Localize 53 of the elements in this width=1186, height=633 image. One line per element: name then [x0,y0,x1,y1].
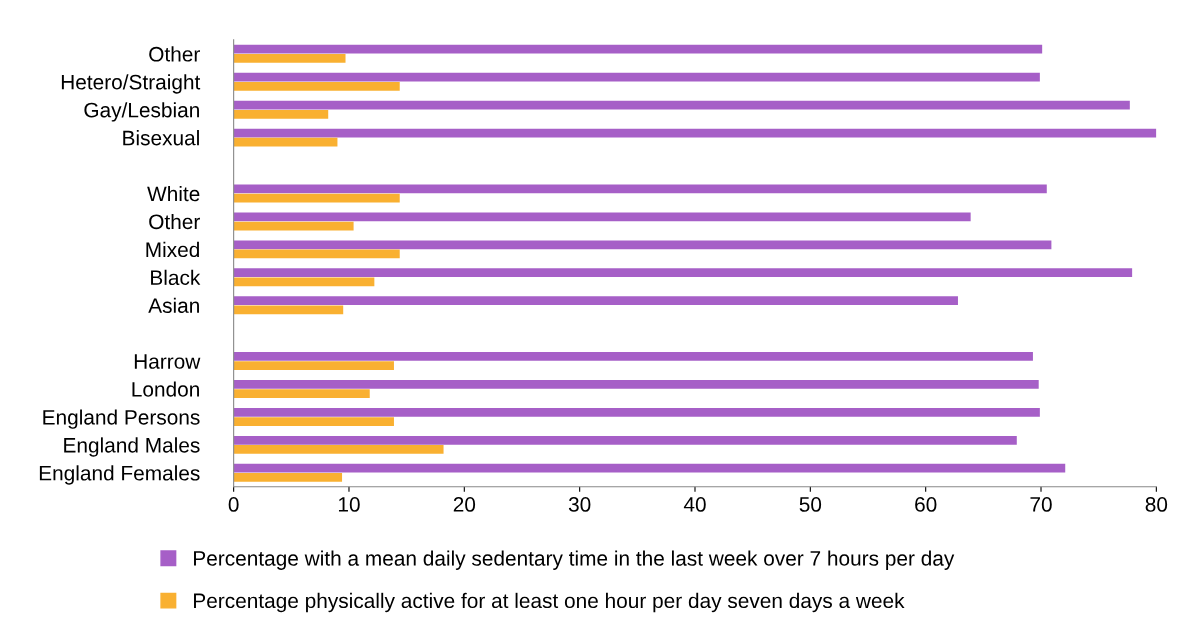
y-tick-label: Mixed [146,241,199,258]
bar [233,463,1066,473]
bar [233,296,958,305]
x-tick-label: 40 [683,497,706,512]
y-tick-label: Asian [148,297,199,313]
y-tick-label: England Males [64,437,200,457]
y-tick-label: England Females [39,465,200,485]
y-tick-label: Other [149,46,200,62]
y-tick-label: Gay/Lesbian [84,102,199,122]
bar [233,221,354,231]
bar [233,435,1017,445]
y-tick-label: London [132,381,199,397]
y-tick-label: Other [149,213,200,230]
legend-label: Percentage with a mean daily sedentary time in the last week over 7 hours per day [194,550,955,570]
x-tick-label: 60 [915,497,937,512]
x-tick-label: 20 [453,497,476,512]
bar [233,137,338,147]
bar [233,445,444,454]
bar [233,417,394,426]
x-tick-label: 10 [338,497,360,512]
bar [233,128,1157,138]
x-tick-label: 30 [568,497,591,512]
bar [233,100,1130,110]
bar [233,109,329,119]
bar [233,389,370,398]
y-tick-label: Bisexual [123,130,199,146]
bar [233,352,1033,361]
y-tick-label: Harrow [134,354,201,369]
bar [233,72,1040,82]
y-tick-label: White [147,185,200,202]
bar [233,473,343,482]
x-tick-label: 80 [1145,497,1168,512]
x-tick-label: 50 [799,497,822,512]
bar [233,240,1052,250]
bar [233,305,344,315]
bar [233,184,1047,194]
y-tick-label: Black [151,269,201,286]
x-tick-label: 0 [228,497,239,512]
bar [233,249,400,259]
bar [233,277,375,287]
y-tick-label: Hetero/Straight [61,74,201,94]
bar [233,380,1039,389]
x-tick-label: 70 [1030,497,1052,512]
bar [233,212,971,222]
bar [233,268,1133,278]
bar [233,361,394,371]
y-tick-label: England Persons [43,409,200,429]
bar [233,54,346,63]
bar [233,82,400,91]
bar [233,407,1040,417]
bar [233,44,1043,54]
legend-label: Percentage physically active for at least one hour per day seven days a week [194,592,905,613]
bar [233,193,400,203]
